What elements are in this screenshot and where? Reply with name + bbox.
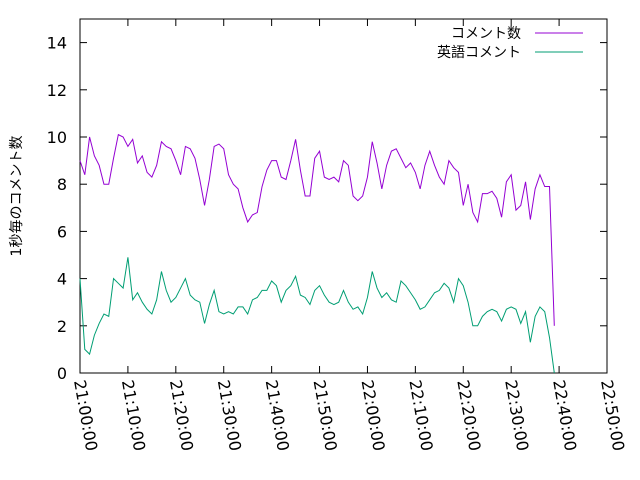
x-tick-label: 22:30:00 xyxy=(501,378,532,452)
y-tick-label: 0 xyxy=(57,364,67,383)
plot-area-border xyxy=(79,18,608,374)
x-tick-label: 21:30:00 xyxy=(214,378,245,452)
series-layer xyxy=(79,133,555,374)
x-tick-label: 21:50:00 xyxy=(310,378,341,452)
y-tick-label: 12 xyxy=(47,81,67,100)
y-axis-label: 1秒毎のコメント数 xyxy=(9,136,25,257)
x-tick-label: 21:00:00 xyxy=(70,378,101,452)
y-tick-label: 10 xyxy=(47,128,67,147)
series-line-0 xyxy=(79,133,555,326)
x-tick-label: 22:50:00 xyxy=(597,378,628,452)
legend-label-0: コメント数 xyxy=(451,26,521,42)
x-tick-label: 21:10:00 xyxy=(118,378,149,452)
y-tick-label: 4 xyxy=(57,270,67,289)
y-tick-label: 2 xyxy=(57,317,67,336)
y-axis: 0 2 4 6 8 10 12 14 xyxy=(47,34,607,383)
series-line-1 xyxy=(79,257,555,374)
legend-label-1: 英語コメント xyxy=(437,44,521,61)
x-tick-label: 22:20:00 xyxy=(453,378,484,452)
x-tick-label: 22:00:00 xyxy=(358,378,389,452)
x-tick-label: 22:10:00 xyxy=(405,378,436,452)
y-tick-label: 8 xyxy=(57,175,67,194)
x-tick-label: 22:40:00 xyxy=(549,378,580,452)
x-axis: 21:00:00 21:10:00 21:20:00 21:30:00 21:40:00… xyxy=(70,19,628,452)
x-tick-label: 21:20:00 xyxy=(166,378,197,452)
y-tick-label: 6 xyxy=(57,222,67,241)
y-tick-label: 14 xyxy=(47,34,67,53)
x-tick-label: 21:40:00 xyxy=(262,378,293,452)
